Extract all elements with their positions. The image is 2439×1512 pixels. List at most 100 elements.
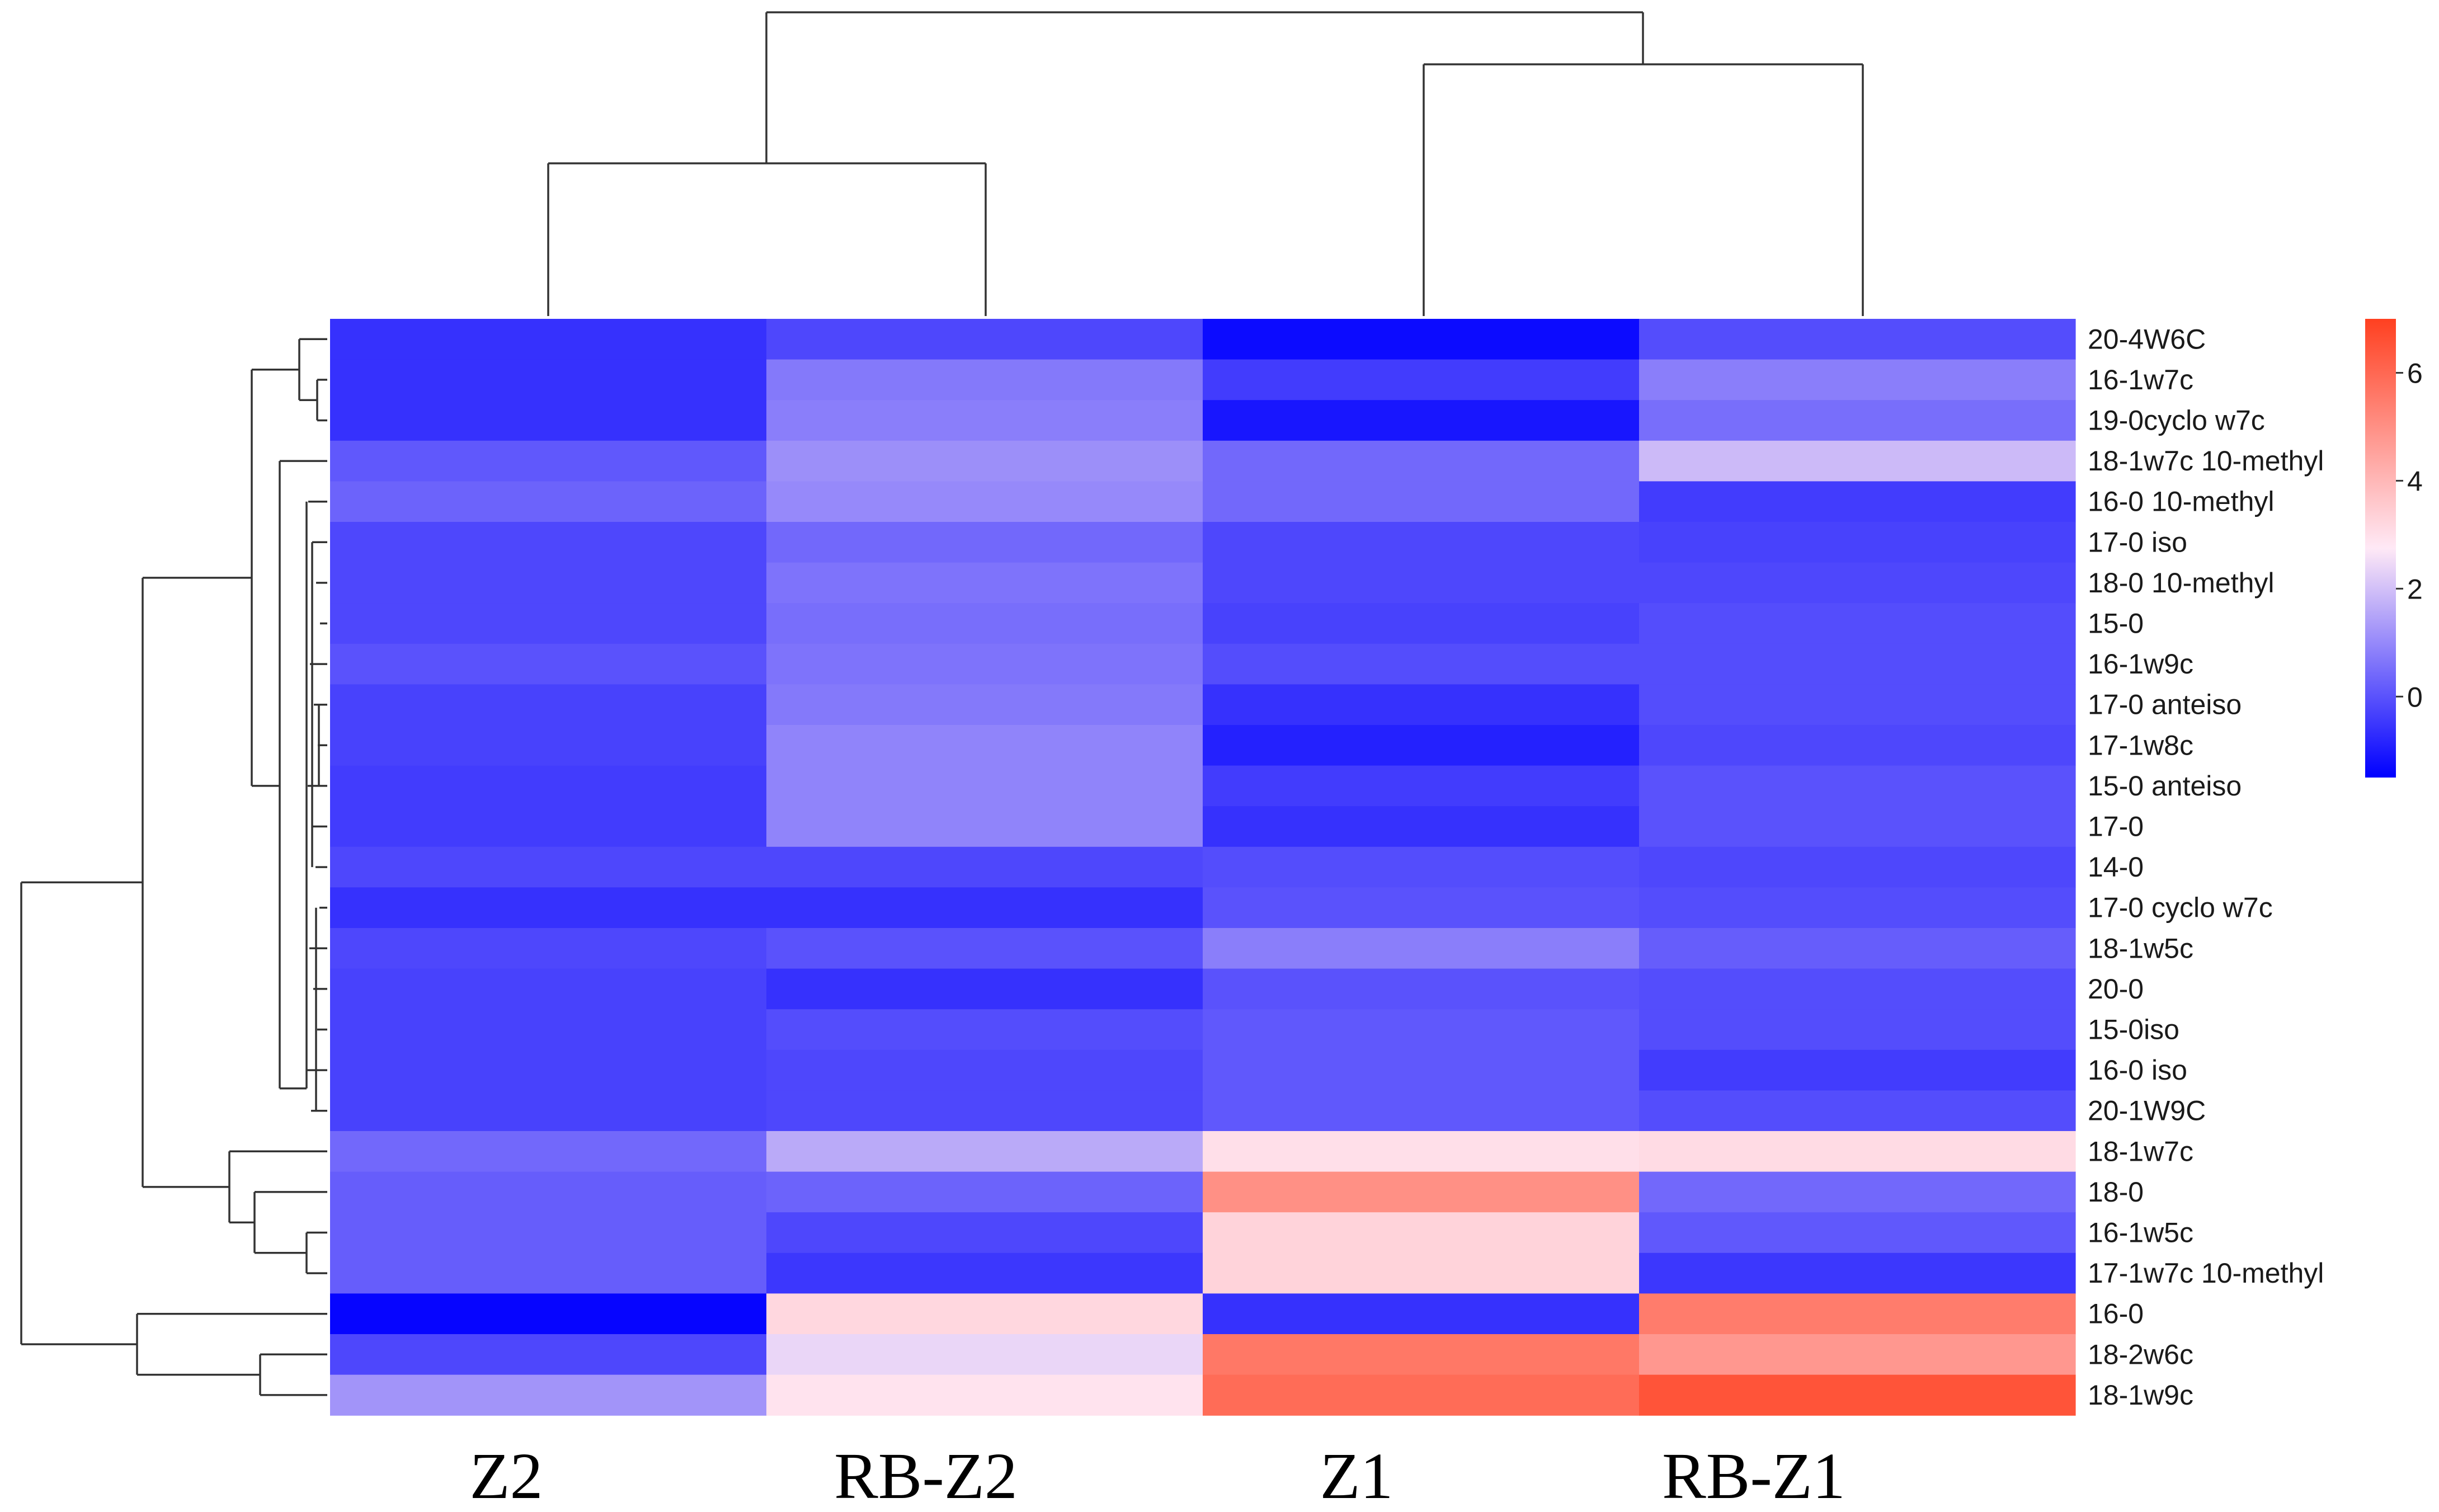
row-label: 16-1w7c (2088, 364, 2193, 395)
heatmap-cell (1203, 359, 1640, 401)
heatmap-cell (330, 1131, 767, 1172)
heatmap-cell (330, 1212, 767, 1254)
heatmap-cell (330, 359, 767, 401)
heatmap-cell (1639, 1293, 2076, 1335)
heatmap-cell (1639, 1131, 2076, 1172)
heatmap-cell (1203, 481, 1640, 522)
heatmap-cell (1203, 1334, 1640, 1376)
heatmap-cell (1639, 1171, 2076, 1213)
row-label: 15-0 (2088, 608, 2144, 639)
heatmap-cell (1203, 725, 1640, 766)
heatmap-cell (1639, 603, 2076, 644)
row-label: 17-0 (2088, 811, 2144, 842)
heatmap-cell (1639, 1009, 2076, 1051)
heatmap-cell (1639, 765, 2076, 807)
heatmap-cell (1639, 522, 2076, 563)
heatmap-cell (766, 1049, 1203, 1091)
heatmap-cell (1639, 684, 2076, 726)
column-dendrogram (547, 11, 1864, 316)
heatmap-cell (766, 1252, 1203, 1294)
heatmap-cell (1639, 1090, 2076, 1132)
heatmap-cell (330, 522, 767, 563)
heatmap-cell (766, 684, 1203, 726)
row-label: 17-0 anteiso (2088, 689, 2242, 720)
heatmap-cell (1203, 400, 1640, 441)
row-label: 16-0 iso (2088, 1054, 2187, 1086)
row-label: 20-1W9C (2088, 1095, 2206, 1127)
heatmap-cell (330, 603, 767, 644)
heatmap-cell (1203, 1131, 1640, 1172)
heatmap-cell (330, 1171, 767, 1213)
heatmap-cell (1203, 562, 1640, 604)
heatmap-cell (766, 359, 1203, 401)
heatmap-cell (330, 1252, 767, 1294)
row-label: 14-0 (2088, 851, 2144, 883)
heatmap-cell (330, 481, 767, 522)
heatmap-cell (766, 562, 1203, 604)
heatmap-cell (330, 1334, 767, 1376)
heatmap-cell (1203, 603, 1640, 644)
heatmap-cell (1203, 1293, 1640, 1335)
heatmap-cell (1203, 1049, 1640, 1091)
heatmap-cell (330, 887, 767, 929)
heatmap-cell (1203, 806, 1640, 847)
heatmap-cell (766, 1212, 1203, 1254)
heatmap-cell (766, 1293, 1203, 1335)
heatmap-cell (1203, 765, 1640, 807)
heatmap-cell (330, 1090, 767, 1132)
heatmap-cell (1203, 968, 1640, 1010)
heatmap-cell (1203, 643, 1640, 685)
legend-tick-label: 4 (2407, 465, 2423, 497)
row-label: 18-0 10-methyl (2088, 567, 2275, 599)
row-label: 18-1w7c (2088, 1136, 2193, 1167)
heatmap-cell (766, 765, 1203, 807)
row-label: 18-0 (2088, 1176, 2144, 1208)
heatmap-cell (766, 440, 1203, 482)
heatmap-cell (330, 562, 767, 604)
row-label: 15-0 anteiso (2088, 770, 2242, 802)
row-label: 17-1w7c 10-methyl (2088, 1257, 2324, 1289)
legend-tick-label: 6 (2407, 357, 2423, 389)
row-label: 20-0 (2088, 973, 2144, 1005)
heatmap-cell (1639, 359, 2076, 401)
row-label: 20-4W6C (2088, 323, 2206, 355)
heatmap-cell (330, 725, 767, 766)
heatmap-cell (1639, 643, 2076, 685)
heatmap-cells (330, 319, 2076, 1416)
row-label: 17-1w8c (2088, 729, 2193, 761)
heatmap-cell (1639, 319, 2076, 360)
heatmap-cell (1203, 1090, 1640, 1132)
heatmap-cell (1203, 846, 1640, 888)
column-label: RB-Z2 (834, 1439, 1018, 1512)
heatmap-cell (330, 643, 767, 685)
heatmap-cell (330, 1293, 767, 1335)
row-label: 16-1w9c (2088, 648, 2193, 680)
heatmap-cell (330, 928, 767, 969)
heatmap-cell (766, 522, 1203, 563)
row-label: 17-0 iso (2088, 526, 2187, 558)
heatmap-cell (330, 319, 767, 360)
row-dendrogram (20, 338, 327, 1396)
heatmap-cell (766, 806, 1203, 847)
row-label: 18-2w6c (2088, 1339, 2193, 1370)
color-scale-legend: 0 2 4 6 (2365, 319, 2423, 778)
legend-tick-label: 0 (2407, 681, 2423, 713)
heatmap-cell (1639, 968, 2076, 1010)
heatmap-cell (766, 1171, 1203, 1213)
heatmap-cell (1203, 684, 1640, 726)
column-label: Z2 (469, 1439, 543, 1512)
heatmap-cell (766, 643, 1203, 685)
row-label: 16-1w5c (2088, 1217, 2193, 1249)
row-label: 18-1w9c (2088, 1379, 2193, 1411)
row-label: 19-0cyclo w7c (2088, 405, 2265, 436)
heatmap-cell (1639, 440, 2076, 482)
row-labels: 20-4W6C 16-1w7c 19-0cyclo w7c 18-1w7c 10-me… (2088, 323, 2324, 1411)
heatmap-cell (330, 765, 767, 807)
row-label: 18-1w5c (2088, 932, 2193, 964)
heatmap-cell (1639, 1334, 2076, 1376)
row-label: 16-0 10-methyl (2088, 486, 2275, 517)
heatmap-cell (766, 846, 1203, 888)
heatmap-cell (330, 440, 767, 482)
heatmap-cell (1639, 1252, 2076, 1294)
heatmap-cell (1639, 806, 2076, 847)
